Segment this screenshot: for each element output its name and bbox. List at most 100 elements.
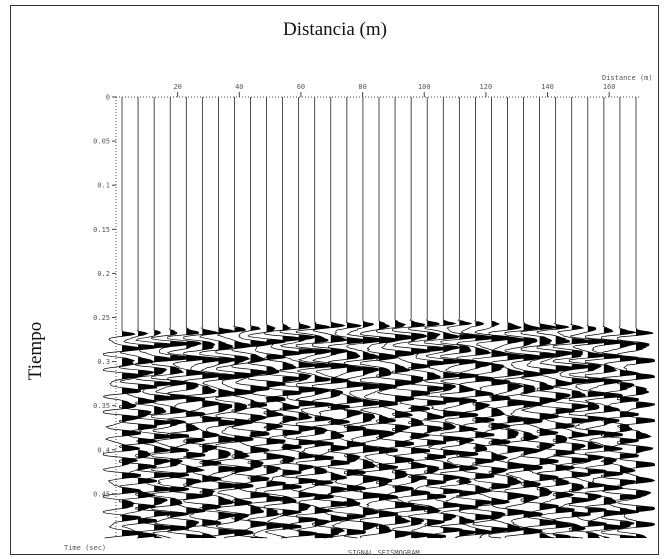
trace-fill [427, 360, 446, 367]
trace-line [102, 97, 142, 539]
trace-fill [427, 346, 446, 352]
trace-fill [362, 366, 379, 377]
trace-fill [346, 410, 364, 419]
seismic-trace [616, 97, 656, 539]
trace-fill [539, 428, 558, 437]
trace-fill [170, 486, 189, 493]
trace-fill [218, 466, 237, 473]
trace-fill [507, 446, 527, 454]
trace-fill [298, 452, 316, 460]
trace-line [231, 97, 271, 539]
trace-fill [636, 476, 655, 485]
trace-fill [234, 327, 246, 333]
trace-fill [218, 482, 237, 490]
trace-fill [619, 396, 639, 404]
trace-fill [202, 504, 221, 511]
trace-fill [475, 335, 494, 342]
trace-fill [314, 533, 334, 538]
trace-fill [411, 348, 430, 355]
trace-fill [362, 508, 379, 516]
trace-line [456, 97, 495, 538]
trace-fill [298, 401, 318, 407]
trace-fill [122, 373, 141, 380]
trace-fill [250, 476, 270, 483]
trace-fill [282, 390, 302, 396]
y-tick-label: 0.15 [93, 226, 110, 234]
trace-fill [395, 530, 413, 538]
trace-fill [619, 521, 635, 530]
trace-fill [459, 334, 478, 340]
trace-fill [395, 364, 410, 374]
y-tick-label: 0.2 [97, 270, 110, 278]
trace-line [343, 97, 383, 539]
trace-fill [411, 333, 427, 343]
trace-fill [523, 401, 543, 409]
y-tick-label: 0.1 [97, 182, 110, 190]
trace-fill [411, 532, 430, 538]
trace-fill [154, 485, 173, 493]
trace-fill [362, 493, 382, 500]
trace-fill [282, 430, 302, 436]
trace-fill [202, 341, 215, 351]
trace-line [472, 97, 511, 539]
trace-fill [619, 382, 634, 391]
trace-fill [186, 382, 199, 391]
trace-fill [571, 390, 586, 399]
trace-line [616, 97, 656, 539]
trace-fill [218, 373, 237, 381]
trace-fill [282, 416, 299, 424]
trace-fill [619, 508, 639, 516]
plot-axes: 20 40 60 80 100 120 140 160 0 0.05 0.1 0.15 0.2 0.25 0… [93, 83, 640, 538]
inner-y-axis-label: Time (sec) [64, 544, 106, 552]
x-tick-label: 40 [235, 83, 243, 91]
trace-fill [443, 514, 456, 523]
trace-fill [619, 494, 639, 501]
trace-fill [122, 331, 135, 337]
seismic-trace [391, 97, 431, 539]
trace-fill [443, 320, 456, 327]
seismic-trace [359, 97, 398, 538]
trace-fill [250, 414, 267, 424]
trace-fill [346, 366, 366, 374]
trace-fill [202, 328, 218, 336]
trace-fill [122, 430, 141, 437]
seismic-trace [199, 97, 238, 539]
trace-fill [170, 329, 177, 337]
trace-fill [475, 403, 490, 411]
trace-fill [555, 492, 574, 500]
y-tick-label: 0.05 [93, 138, 110, 146]
trace-fill [636, 358, 655, 365]
trace-fill [362, 459, 376, 470]
trace-fill [282, 350, 302, 357]
trace-fill [555, 434, 567, 444]
inner-x-axis-label: Distance (m) [602, 74, 653, 82]
seismic-trace [231, 97, 271, 539]
trace-fill [314, 335, 329, 344]
trace-fill [362, 446, 382, 454]
trace-fill [459, 465, 478, 471]
trace-fill [459, 412, 478, 419]
trace-fill [122, 457, 138, 467]
trace-fill [154, 497, 168, 506]
trace-fill [122, 472, 141, 479]
trace-line [151, 97, 190, 539]
trace-fill [475, 347, 491, 356]
trace-line [552, 97, 591, 539]
trace-fill [636, 490, 651, 500]
seismic-trace [520, 97, 559, 539]
trace-fill [459, 437, 474, 446]
trace-fill [571, 483, 584, 493]
trace-fill [587, 339, 607, 345]
trace-line [311, 97, 350, 539]
trace-fill [218, 496, 234, 506]
trace-fill [266, 465, 281, 475]
trace-fill [636, 418, 655, 425]
y-tick-label: 0.35 [93, 402, 110, 410]
trace-fill [619, 341, 637, 349]
trace-fill [346, 396, 363, 404]
trace-fill [459, 530, 477, 538]
trace-fill [507, 400, 527, 407]
trace-fill [346, 381, 366, 389]
trace-fill [379, 478, 392, 487]
